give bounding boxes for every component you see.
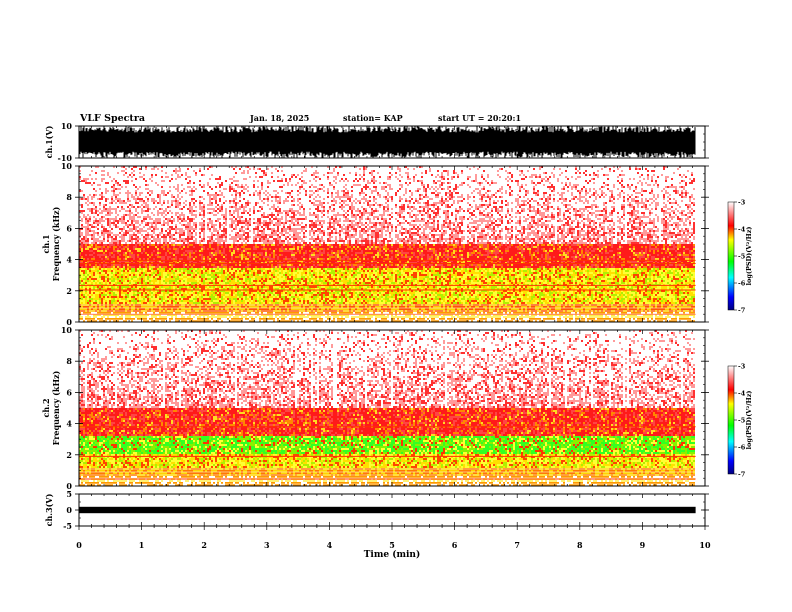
x-tick-label: 1 — [139, 540, 145, 550]
date-label: Jan. 18, 2025 — [250, 113, 309, 123]
y-tick-label: -10 — [58, 153, 73, 163]
y-tick-label: 10 — [61, 121, 73, 131]
ch1-waveform-ylabel: ch.1(V) — [44, 125, 54, 158]
y-tick-label: 8 — [66, 356, 72, 366]
x-tick-label: 6 — [452, 540, 458, 550]
y-tick-label: 2 — [66, 286, 72, 296]
chart-title: VLF Spectra — [80, 113, 145, 124]
y-tick-label: 0 — [66, 481, 72, 491]
ch2-channel-label: ch.2 — [41, 398, 51, 417]
y-tick-label: 0 — [66, 317, 72, 327]
ch1-colorbar-label: log(PSD)(V²/Hz) — [745, 227, 753, 286]
ch2-spectrogram-panel — [79, 330, 696, 486]
x-tick-label: 5 — [389, 540, 395, 550]
colorbar-tick-label: -3 — [738, 363, 746, 371]
colorbar-tick-label: -7 — [738, 471, 745, 479]
x-tick-label: 0 — [76, 540, 82, 550]
y-tick-label: 4 — [66, 255, 72, 265]
start-ut-label: start UT = 20:20:1 — [438, 113, 521, 123]
y-tick-label: 5 — [66, 489, 72, 499]
ch1-frequency-ylabel: Frequency (kHz) — [51, 206, 61, 281]
colorbar-tick-label: -5 — [738, 253, 746, 261]
colorbar-tick-label: -6 — [738, 444, 746, 452]
ch1-colorbar-gradient — [727, 201, 735, 311]
y-tick-label: 6 — [66, 223, 72, 233]
colorbar-tick-label: -6 — [738, 280, 746, 288]
ch1-spectrogram-panel — [79, 166, 696, 322]
ch3-waveform-panel — [79, 506, 696, 514]
x-tick-label: 4 — [327, 540, 333, 550]
y-tick-label: -5 — [63, 521, 72, 531]
colorbar-tick-label: -4 — [738, 226, 746, 234]
x-tick-label: 10 — [699, 540, 711, 550]
x-tick-label: 7 — [514, 540, 520, 550]
x-tick-label: 8 — [577, 540, 583, 550]
y-tick-label: 10 — [61, 325, 73, 335]
ch3-waveform-ylabel: ch.3(V) — [44, 493, 54, 526]
colorbar-tick-label: -5 — [738, 417, 746, 425]
y-tick-label: 2 — [66, 450, 72, 460]
x-tick-label: 2 — [201, 540, 207, 550]
station-label: station= KAP — [343, 113, 403, 123]
colorbar-tick-label: -4 — [738, 390, 746, 398]
ch2-frequency-ylabel: Frequency (kHz) — [51, 370, 61, 445]
ch3-waveform-trace — [79, 506, 696, 514]
y-tick-label: 0 — [66, 505, 72, 515]
ch2-colorbar-gradient — [727, 365, 735, 475]
y-tick-label: 8 — [66, 192, 72, 202]
x-tick-label: 3 — [264, 540, 270, 550]
y-tick-label: 10 — [61, 161, 73, 171]
y-tick-label: 4 — [66, 419, 72, 429]
colorbar-tick-label: -3 — [738, 199, 746, 207]
y-tick-label: 6 — [66, 387, 72, 397]
x-axis-label: Time (min) — [364, 549, 421, 560]
colorbar-tick-label: -7 — [738, 307, 745, 315]
ch2-colorbar-label: log(PSD)(V²/Hz) — [745, 391, 753, 450]
ch1-waveform-panel — [79, 126, 696, 158]
ch1-channel-label: ch.1 — [41, 234, 51, 253]
colorbar-ticks: -3 -4 -5 -6 -7 -3 -4 -5 -6 -7 — [734, 199, 746, 479]
x-tick-label: 9 — [640, 540, 646, 550]
ch1-waveform-trace — [79, 126, 696, 158]
